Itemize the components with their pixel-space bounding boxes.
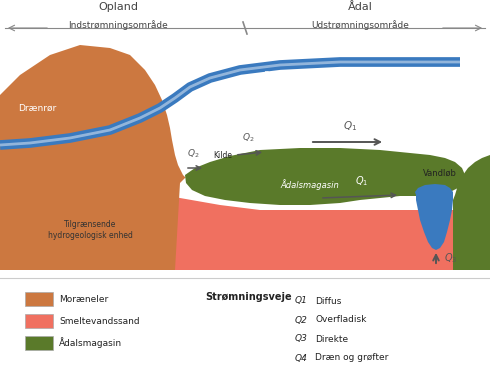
Text: Smeltevandssand: Smeltevandssand — [59, 316, 140, 326]
Text: Kilde: Kilde — [213, 151, 232, 159]
Text: Drænrør: Drænrør — [18, 103, 56, 113]
Text: Q2: Q2 — [295, 315, 308, 325]
Text: Indstrømningsområde: Indstrømningsområde — [68, 20, 168, 30]
FancyBboxPatch shape — [25, 336, 53, 350]
Text: Udstrømningsområde: Udstrømningsområde — [311, 20, 409, 30]
Text: Q3: Q3 — [295, 335, 308, 343]
Polygon shape — [453, 155, 490, 270]
Polygon shape — [415, 184, 453, 250]
Text: $Q_2$: $Q_2$ — [242, 131, 254, 144]
Polygon shape — [0, 45, 235, 270]
Text: Direkte: Direkte — [315, 335, 348, 343]
Text: Tilgrænsende
hydrogeologisk enhed: Tilgrænsende hydrogeologisk enhed — [48, 220, 132, 240]
FancyBboxPatch shape — [25, 292, 53, 306]
Polygon shape — [0, 175, 490, 270]
Text: Strømningsveje: Strømningsveje — [205, 292, 292, 302]
Text: Q4: Q4 — [295, 354, 308, 362]
Text: $Q_3$: $Q_3$ — [444, 251, 458, 265]
Text: Vandløb: Vandløb — [423, 169, 457, 178]
Text: $Q_4$: $Q_4$ — [363, 71, 377, 85]
Text: Ådalsmagasin: Ådalsmagasin — [59, 337, 122, 348]
Text: $Q_1$: $Q_1$ — [355, 174, 368, 188]
Polygon shape — [185, 148, 465, 205]
Text: Dræn og grøfter: Dræn og grøfter — [315, 354, 389, 362]
Text: Drænrør/grøft: Drænrør/grøft — [264, 71, 317, 79]
Text: Moræneler: Moræneler — [59, 294, 108, 304]
Text: Overfladisk: Overfladisk — [315, 315, 367, 325]
Text: $Q_2$: $Q_2$ — [187, 148, 199, 160]
Text: Diffus: Diffus — [315, 297, 342, 305]
Text: $Q_1$: $Q_1$ — [343, 119, 357, 133]
Text: Ådal: Ådal — [347, 2, 372, 12]
Text: Ådalsmagasin: Ådalsmagasin — [281, 180, 340, 190]
Text: Opland: Opland — [98, 2, 138, 12]
Text: Q1: Q1 — [295, 297, 308, 305]
FancyBboxPatch shape — [25, 314, 53, 328]
